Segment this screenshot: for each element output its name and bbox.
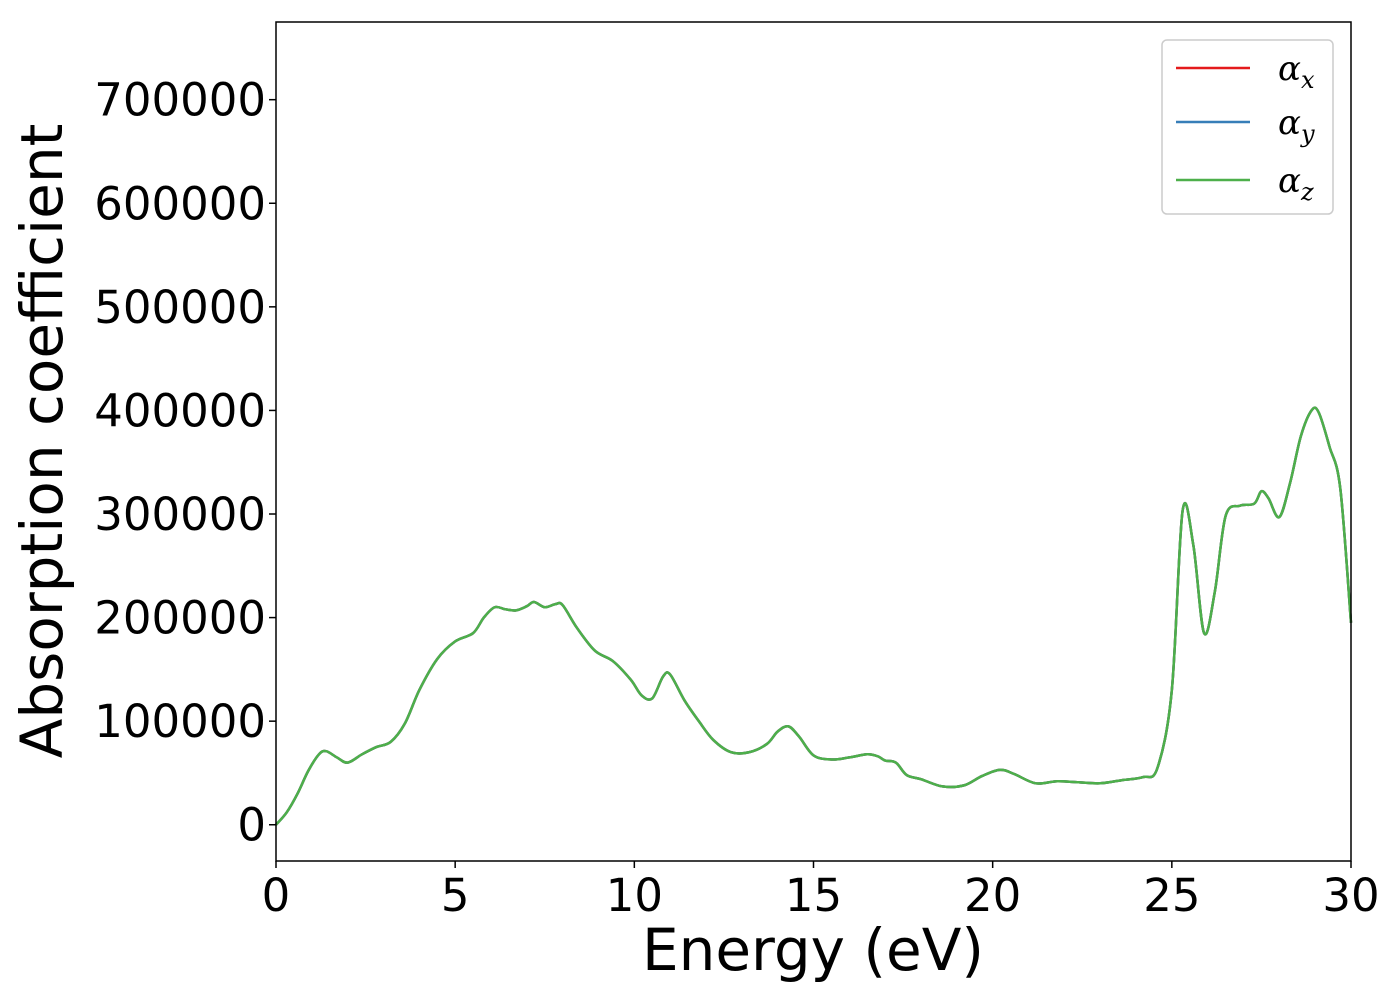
x-tick-label: 30 (1322, 869, 1379, 922)
y-tick-label: 100000 (94, 695, 266, 748)
legend-label: αy (1278, 103, 1315, 148)
x-tick-label: 25 (1143, 869, 1200, 922)
series-line-alpha-x (275, 406, 1353, 826)
series-line-alpha-z (275, 406, 1353, 826)
legend-label: αz (1278, 161, 1314, 206)
x-tick-label: 10 (606, 869, 663, 922)
x-tick-label: 5 (441, 869, 470, 922)
series-line-alpha-y (275, 406, 1353, 826)
x-tick-label: 15 (785, 869, 842, 922)
y-tick-label: 300000 (94, 488, 266, 541)
legend: αx αy αz (1161, 39, 1334, 215)
x-axis-label: Energy (eV) (642, 916, 984, 984)
x-tick-label: 0 (262, 869, 291, 922)
y-tick-label: 0 (237, 799, 266, 852)
series-lines (275, 406, 1353, 826)
y-tick-label: 500000 (94, 281, 266, 334)
legend-box (1161, 39, 1334, 215)
x-tick-label: 20 (964, 869, 1021, 922)
y-tick-label: 600000 (94, 177, 266, 230)
y-axis-label: Absorption coefficient (8, 124, 76, 759)
y-tick-label: 200000 (94, 592, 266, 645)
x-axis-ticks: 0 5 10 15 20 25 30 (262, 861, 1380, 922)
y-axis-ticks: 0 100000 200000 300000 400000 500000 600000 700… (94, 74, 276, 852)
y-tick-label: 400000 (94, 384, 266, 437)
legend-label: αx (1278, 49, 1315, 94)
y-tick-label: 700000 (94, 74, 266, 127)
